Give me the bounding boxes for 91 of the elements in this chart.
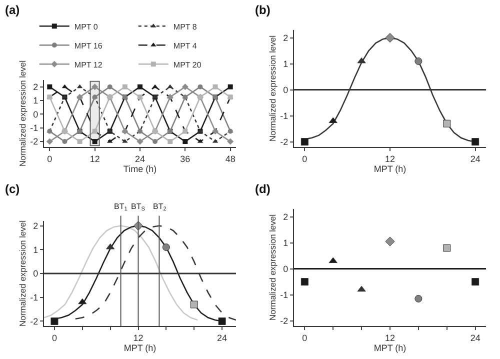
point [162,244,170,251]
point [46,138,53,145]
y-tick-label: 1 [283,58,288,69]
point [472,138,480,146]
y-tick-label: 1 [283,238,288,248]
point [77,139,82,144]
x-axis-title: Time (h) [123,164,157,174]
point [182,139,188,144]
y-tick-label: 2 [283,32,288,43]
point [212,84,218,90]
x-tick-label: 12 [384,154,396,164]
point [182,84,188,90]
y-tick-label: 2 [33,82,38,92]
y-tick-label: -1 [30,292,38,303]
x-tick-label: 12 [133,332,144,343]
x-tick-label: 0 [302,154,308,164]
ref-line-label: BT$_{S}$ [131,202,146,213]
point [152,139,158,144]
y-tick-label: -2 [280,136,288,147]
y-tick-label: 0 [33,109,38,120]
point [218,317,226,325]
x-tick-label: 24 [134,154,146,164]
ref-line-label: BT$_{2}$ [153,202,166,213]
legend-label: MPT 16 [74,41,103,50]
y-axis-title: Normalized expression level [18,60,28,167]
x-tick-label: 0 [47,154,52,164]
y-tick-label: -2 [30,316,38,326]
legend-label: MPT 20 [173,60,202,70]
y-tick-label: 2 [283,212,288,222]
y-tick-label: -1 [30,123,38,134]
chart-title: (c) [5,182,20,196]
x-tick-label: 48 [225,154,236,164]
x-tick-label: 24 [470,332,480,343]
x-tick-label: 24 [217,332,228,343]
point [300,278,308,286]
point [50,317,58,325]
legend-label: MPT 0 [74,22,98,32]
y-tick-label: 1 [33,244,38,255]
x-tick-label: 36 [180,154,190,164]
y-tick-label: -2 [280,316,288,326]
point [62,139,68,144]
y-tick-label: -2 [30,136,38,147]
point [168,139,173,144]
y-tick-label: -1 [280,290,288,300]
point [190,300,198,308]
y-axis-title: Normalized expression level [268,214,278,321]
x-tick-label: 12 [90,154,100,164]
y-tick-label: 0 [283,84,288,95]
legend-label: MPT 4 [173,41,198,50]
point [300,138,308,146]
chart-title: (d) [255,182,270,196]
point [138,84,142,90]
chart-title: (b) [255,2,270,17]
point [227,138,234,145]
y-axis-title: Normalized expression level [268,35,278,142]
point [228,84,233,90]
y-tick-label: 2 [33,220,38,231]
x-axis-title: MPT (h) [124,342,156,353]
point [92,84,98,90]
point [414,294,422,302]
y-axis-title: Normalized expression level [18,220,28,327]
point [122,84,128,90]
x-tick-label: 0 [52,332,57,343]
point [385,236,395,246]
x-axis-title: MPT (h) [374,342,406,353]
y-tick-label: 0 [33,268,38,279]
x-tick-label: 0 [302,332,308,343]
legend-label: MPT 8 [173,22,198,32]
point [357,57,366,64]
y-tick-label: 0 [283,264,288,274]
x-tick-label: 24 [470,154,480,164]
point [443,120,451,128]
point [92,139,98,144]
point [385,33,395,43]
point [443,244,451,252]
y-tick-label: -1 [280,110,288,121]
ref-line-label: BT$_{1}$ [114,202,128,213]
point [78,298,87,304]
y-tick-label: 1 [33,96,38,106]
point [472,278,480,286]
point [152,84,158,88]
point [414,57,422,65]
point [357,286,366,292]
chart-title: (a) [5,2,20,17]
x-axis-title: MPT (h) [374,164,406,174]
point [107,84,112,90]
point [47,84,52,90]
point [198,84,203,90]
x-tick-label: 12 [384,332,396,343]
point [136,138,144,145]
legend-label: MPT 12 [74,60,103,70]
